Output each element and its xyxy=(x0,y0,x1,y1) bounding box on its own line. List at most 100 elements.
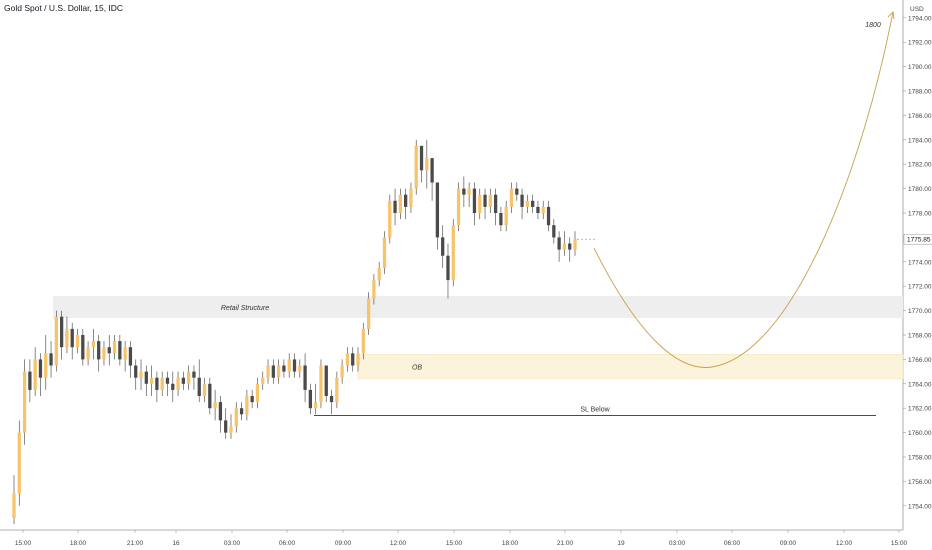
candle-body-down[interactable] xyxy=(134,365,138,378)
candle-body-up[interactable] xyxy=(22,371,27,433)
candle-body-up[interactable] xyxy=(17,432,21,494)
candle-body-up[interactable] xyxy=(176,377,180,390)
candle-body-up[interactable] xyxy=(451,225,455,281)
candle-body-up[interactable] xyxy=(234,408,238,427)
candle-body-down[interactable] xyxy=(520,194,524,207)
candle-body-up[interactable] xyxy=(509,188,514,207)
candle-body-down[interactable] xyxy=(155,377,159,390)
candle-body-up[interactable] xyxy=(541,206,545,213)
candle-body-down[interactable] xyxy=(493,194,498,213)
candle-body-up[interactable] xyxy=(213,402,217,409)
candle-body-up[interactable] xyxy=(255,383,260,403)
candle-body-down[interactable] xyxy=(552,225,556,238)
candle-body-up[interactable] xyxy=(340,365,344,378)
candle-body-down[interactable] xyxy=(308,389,313,409)
candle-body-up[interactable] xyxy=(335,377,339,403)
candle-body-down[interactable] xyxy=(208,383,212,409)
candle-body-down[interactable] xyxy=(546,206,551,226)
candle-body-down[interactable] xyxy=(239,408,244,415)
candle-body-down[interactable] xyxy=(393,200,397,213)
candle-body-up[interactable] xyxy=(160,377,164,390)
candle-body-up[interactable] xyxy=(86,347,90,360)
candle-body-down[interactable] xyxy=(192,371,196,378)
candle-body-down[interactable] xyxy=(38,359,43,378)
candle-body-up[interactable] xyxy=(478,194,482,213)
candle-body-up[interactable] xyxy=(366,298,371,329)
candle-body-down[interactable] xyxy=(181,377,185,384)
candle-body-up[interactable] xyxy=(266,365,270,378)
candle-body-up[interactable] xyxy=(382,237,387,268)
candle-body-down[interactable] xyxy=(483,194,487,207)
candle-body-down[interactable] xyxy=(59,316,64,348)
candle-body-up[interactable] xyxy=(525,200,530,207)
candle-body-down[interactable] xyxy=(218,402,223,421)
candle-body-up[interactable] xyxy=(456,188,461,226)
candle-body-down[interactable] xyxy=(430,158,434,183)
candle-body-down[interactable] xyxy=(271,365,275,378)
candle-body-down[interactable] xyxy=(107,347,111,354)
candle-body-up[interactable] xyxy=(298,365,302,372)
candle-body-down[interactable] xyxy=(557,237,561,250)
candle-body-down[interactable] xyxy=(351,353,355,366)
candle-body-up[interactable] xyxy=(139,371,143,378)
candle-body-up[interactable] xyxy=(504,206,508,226)
candle-body-up[interactable] xyxy=(54,316,58,366)
candle-body-up[interactable] xyxy=(202,383,207,396)
candle-body-up[interactable] xyxy=(91,341,96,348)
candle-body-up[interactable] xyxy=(467,188,471,195)
candle-body-up[interactable] xyxy=(388,200,392,238)
candle-body-up[interactable] xyxy=(398,194,402,213)
candle-body-up[interactable] xyxy=(372,280,376,299)
candle-body-down[interactable] xyxy=(165,377,170,384)
candle-body-up[interactable] xyxy=(488,194,492,207)
candle-body-up[interactable] xyxy=(102,347,106,360)
candle-body-down[interactable] xyxy=(446,255,450,281)
candle-body-down[interactable] xyxy=(472,188,477,213)
candle-body-down[interactable] xyxy=(441,237,445,256)
candle-body-down[interactable] xyxy=(292,359,297,372)
candle-body-up[interactable] xyxy=(65,328,69,348)
candle-body-down[interactable] xyxy=(515,188,519,195)
candle-body-up[interactable] xyxy=(377,267,381,281)
candle-body-down[interactable] xyxy=(499,213,503,226)
candle-body-down[interactable] xyxy=(303,365,307,390)
candle-body-up[interactable] xyxy=(414,145,418,189)
candle-body-down[interactable] xyxy=(536,206,540,213)
candle-body-up[interactable] xyxy=(562,243,567,250)
candle-body-down[interactable] xyxy=(568,243,572,250)
candle-body-down[interactable] xyxy=(282,365,286,372)
candle-body-up[interactable] xyxy=(112,341,117,354)
candle-body-down[interactable] xyxy=(97,341,101,360)
candle-body-up[interactable] xyxy=(75,335,80,348)
candle-body-down[interactable] xyxy=(197,377,201,396)
candle-body-up[interactable] xyxy=(12,493,16,518)
candle-body-up[interactable] xyxy=(245,396,249,415)
candle-body-down[interactable] xyxy=(462,188,466,195)
candle-body-up[interactable] xyxy=(261,377,265,384)
candle-body-down[interactable] xyxy=(171,383,175,390)
candle-body-up[interactable] xyxy=(229,426,233,433)
candle-body-down[interactable] xyxy=(435,182,440,238)
candle-body-up[interactable] xyxy=(356,353,360,366)
candle-body-down[interactable] xyxy=(128,347,133,366)
candle-body-down[interactable] xyxy=(419,145,424,171)
candle-body-down[interactable] xyxy=(324,365,328,397)
candle-body-up[interactable] xyxy=(573,239,577,250)
candle-body-up[interactable] xyxy=(287,359,291,372)
candle-body-up[interactable] xyxy=(319,365,323,403)
candle-body-down[interactable] xyxy=(250,396,254,403)
candle-body-up[interactable] xyxy=(314,402,318,409)
candle-body-down[interactable] xyxy=(81,335,85,360)
candle-body-up[interactable] xyxy=(409,188,413,207)
candle-body-up[interactable] xyxy=(187,371,191,384)
candle-body-up[interactable] xyxy=(33,359,37,390)
candle-body-down[interactable] xyxy=(224,420,228,433)
candle-body-down[interactable] xyxy=(329,396,334,403)
candle-body-down[interactable] xyxy=(49,353,53,366)
candle-body-up[interactable] xyxy=(361,328,365,354)
candle-body-down[interactable] xyxy=(28,371,32,390)
candle-body-up[interactable] xyxy=(44,353,48,378)
candle-body-down[interactable] xyxy=(118,341,122,360)
candle-body-down[interactable] xyxy=(531,200,535,207)
